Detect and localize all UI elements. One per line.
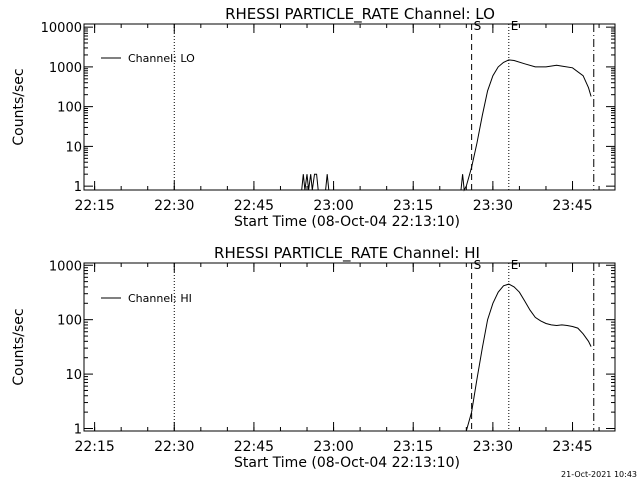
marker-label: S: [474, 258, 482, 272]
y-tick-label: 1: [74, 423, 82, 438]
generated-timestamp: 21-Oct-2021 10:43: [561, 470, 637, 479]
y-tick-label: 1000: [49, 61, 82, 76]
x-axis: 22:15 22:30 22:45 23:00 23:15 23:30 23:45: [74, 24, 600, 214]
data-series: [301, 59, 592, 192]
y-tick-label: 100: [57, 314, 82, 329]
x-axis: 22:15 22:30 22:45 23:00 23:15 23:30 23:45: [74, 263, 600, 455]
y-tick-label: 1000: [49, 259, 82, 274]
x-tick-label: 22:45: [234, 198, 274, 214]
y-tick-label: 100: [57, 101, 82, 116]
x-tick-label: 23:30: [473, 198, 513, 214]
x-tick-label: 22:30: [154, 198, 194, 214]
y-axis-label: Counts/sec: [11, 308, 27, 385]
x-axis-label: Start Time (08-Oct-04 22:13:10): [234, 214, 460, 230]
x-axis-label: Start Time (08-Oct-04 22:13:10): [234, 455, 460, 471]
y-tick-label: 1: [74, 180, 82, 195]
data-series: [465, 283, 592, 432]
x-tick-label: 22:45: [234, 439, 274, 455]
x-tick-label: 23:15: [393, 198, 433, 214]
chart-panel-hi: RHESSI PARTICLE_RATE Channel: HI 1101001…: [11, 244, 616, 471]
y-tick-label: 10: [65, 368, 82, 383]
marker-label: S: [474, 19, 482, 33]
x-tick-label: 22:30: [154, 439, 194, 455]
plot-frame: [83, 262, 616, 432]
chart-panel-lo: RHESSI PARTICLE_RATE Channel: LO 1101001…: [11, 5, 616, 230]
x-tick-label: 23:45: [552, 439, 592, 455]
x-tick-label: 23:00: [313, 439, 353, 455]
chart-title: RHESSI PARTICLE_RATE Channel: HI: [214, 244, 480, 263]
legend: Channel: LO: [101, 52, 195, 65]
series-line: [301, 59, 592, 192]
series-line: [465, 283, 592, 432]
y-tick-label: 10: [65, 140, 82, 155]
y-axis-label: Counts/sec: [11, 68, 27, 145]
legend-label: Channel: LO: [128, 52, 195, 65]
x-tick-label: 22:15: [74, 198, 114, 214]
marker-label: E: [511, 258, 519, 272]
marker-label: E: [511, 19, 519, 33]
y-tick-label: 10000: [41, 21, 82, 36]
y-axis: 1 10 100 1000 10000: [41, 21, 615, 195]
x-tick-label: 22:15: [74, 439, 114, 455]
legend-label: Channel: HI: [128, 292, 192, 305]
plot-frame: [83, 23, 616, 191]
x-tick-label: 23:30: [473, 439, 513, 455]
chart-title: RHESSI PARTICLE_RATE Channel: LO: [225, 5, 495, 24]
x-tick-label: 23:15: [393, 439, 433, 455]
x-tick-label: 23:00: [313, 198, 353, 214]
x-tick-label: 23:45: [552, 198, 592, 214]
legend: Channel: HI: [101, 292, 192, 305]
y-axis: 1 10 100 1000: [49, 259, 615, 438]
